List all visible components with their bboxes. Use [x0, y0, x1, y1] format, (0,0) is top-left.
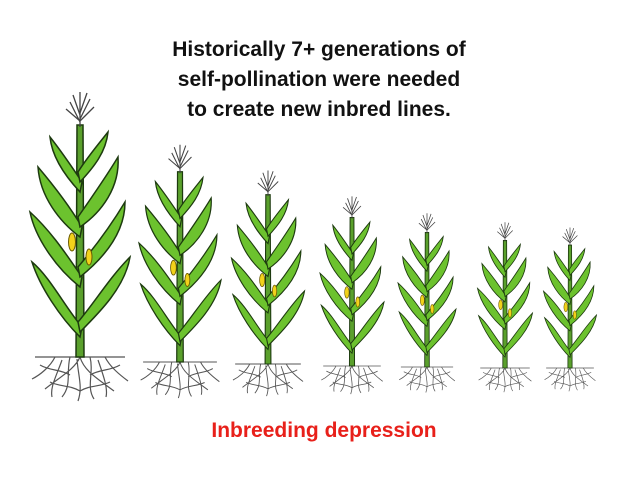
corn-plant	[319, 195, 385, 395]
corn-plant	[138, 144, 222, 399]
title-line: to create new inbred lines.	[187, 98, 451, 121]
plants	[29, 91, 597, 402]
corn-plant	[397, 212, 457, 393]
corn-plant	[29, 91, 131, 402]
corn-plant	[477, 221, 533, 393]
corn-plant	[230, 170, 306, 397]
corn-plant	[543, 227, 597, 392]
title-line: Historically 7+ generations of	[172, 38, 467, 61]
caption: Inbreeding depression	[211, 419, 436, 442]
title-line: self-pollination were needed	[178, 68, 460, 91]
